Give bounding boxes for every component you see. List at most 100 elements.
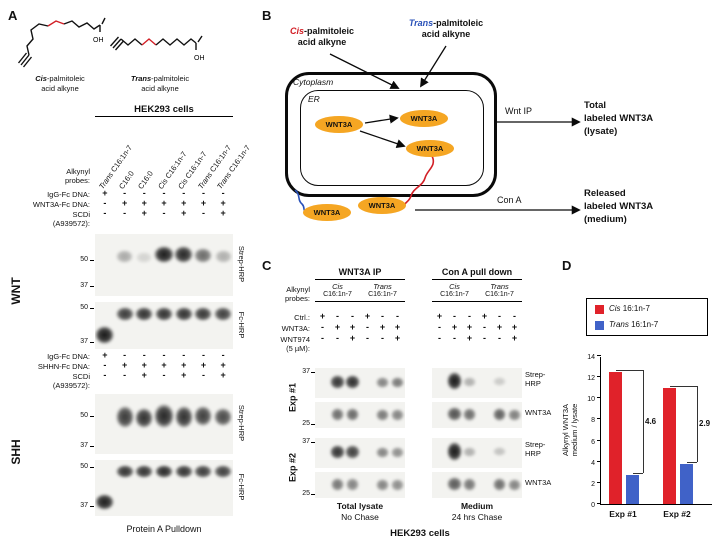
plus-minus-cell: +: [349, 332, 356, 343]
wnt3a-transfer-arrow-1: [364, 114, 399, 124]
blot-band: [330, 408, 345, 421]
strep-hrp-label-exp1: Strep- HRP: [525, 370, 545, 388]
cell-outline: [285, 72, 497, 197]
wnt3a-label-exp1: WNT3A: [525, 408, 552, 417]
plus-minus-cell: -: [468, 310, 471, 321]
blot-band: [214, 307, 233, 321]
ratio-bracket: [643, 369, 644, 474]
y-tick-label: 2: [591, 480, 595, 488]
mw-50: 50: [80, 412, 88, 419]
wnt3a-oval-er-2: WNT3A: [400, 110, 448, 127]
mw-tick: [311, 442, 315, 443]
probe-pre: Cis: [332, 282, 343, 291]
header-underline: [95, 116, 233, 117]
wnt3a-label-exp2: WNT3A: [525, 478, 552, 487]
total-lysate-caption: Total lysate: [336, 501, 384, 511]
plus-minus-cell: -: [366, 321, 369, 332]
trans-line2: acid alkyne: [421, 29, 471, 40]
plus-minus-cell: -: [103, 207, 107, 218]
strep-line2: HRP: [525, 379, 541, 388]
mw-tick: [90, 308, 94, 309]
cis-line2: acid alkyne: [41, 83, 79, 93]
plus-minus-cell: +: [451, 321, 458, 332]
mw-25: 25: [302, 420, 310, 427]
row-label-scdi-line2: (A939572):: [52, 219, 90, 228]
blot-band: [492, 408, 507, 421]
trans-rest: -palmitoleic: [151, 74, 190, 83]
row-label-scdi-shh-line2: (A939572):: [52, 381, 90, 390]
row-label-wnt974: WNT974: [280, 335, 310, 344]
plus-minus-cell: +: [200, 359, 207, 370]
plus-minus-cell: -: [438, 321, 441, 332]
mw-tick: [311, 494, 315, 495]
plus-minus-cell: +: [181, 207, 187, 218]
wnt-fc-blot: [95, 302, 233, 349]
plus-minus-cell: -: [201, 369, 205, 380]
y-axis-label: Alkynyl WNT3A medium / lysate: [560, 388, 580, 472]
blot-band: [194, 465, 213, 478]
plus-minus-cell: -: [201, 349, 205, 360]
panel-a-label: A: [8, 8, 18, 23]
pm-row-wnt974-right: - - + - - +: [432, 333, 522, 343]
mw-37: 37: [80, 442, 88, 449]
plus-minus-cell: +: [220, 207, 226, 218]
row-label-igg-shh: IgG-Fc DNA:: [47, 352, 90, 361]
plus-minus-cell: +: [349, 321, 356, 332]
probe-name: C16:1n-7: [323, 291, 352, 299]
trans-structure-drawing: OH: [110, 35, 205, 62]
row-label-shhnfc: SHHN-Fc DNA:: [37, 362, 90, 371]
trans-word: Trans: [130, 74, 152, 83]
trans-line2: acid alkyne: [141, 83, 179, 93]
plus-minus-cell: +: [511, 332, 518, 343]
plus-minus-cell: -: [498, 332, 501, 343]
blot-band: [194, 307, 213, 321]
plus-minus-cell: -: [201, 207, 205, 218]
blot-band: [136, 252, 153, 263]
wnt3a-oval-secreted-blue: WNT3A: [303, 204, 351, 221]
cis-probe-caption: Cis-palmitoleic acid alkyne: [12, 74, 108, 94]
pm-row-igg-shh: + - - - - - -: [95, 350, 233, 360]
plus-minus-cell: -: [453, 332, 456, 343]
exp2-label: Exp #2: [287, 452, 297, 483]
y-tick-label: 0: [591, 502, 595, 509]
legend-label-cis: Cis 16:1n-7: [609, 305, 650, 313]
plus-minus-cell: -: [123, 207, 127, 218]
ratio-bracket: [697, 385, 698, 462]
mw-50: 50: [80, 256, 88, 263]
no-chase-caption: No Chase: [341, 512, 379, 522]
mw-25: 25: [302, 490, 310, 497]
probe-name: C16:1n-7: [440, 291, 469, 299]
mw-tick: [311, 424, 315, 425]
cis-rest: -palmitoleic: [46, 74, 85, 83]
y-tick-mark: [597, 376, 601, 378]
mw-tick: [90, 506, 94, 507]
y-tick-mark: [597, 418, 601, 420]
plus-minus-cell: -: [336, 310, 339, 321]
plus-minus-cell: +: [121, 359, 128, 370]
blot-band: [447, 477, 462, 491]
plus-minus-cell: +: [220, 359, 226, 370]
cis-word: Cis: [35, 74, 47, 83]
x-label-exp1: Exp #1: [609, 509, 637, 519]
plus-minus-cell: -: [366, 332, 369, 343]
plus-minus-cell: -: [123, 187, 127, 198]
wnt-strep-blot: [95, 234, 233, 296]
row-label-igg: IgG-Fc DNA:: [47, 190, 90, 199]
plus-minus-cell: +: [161, 359, 167, 370]
blot-band: [507, 479, 522, 491]
plus-minus-cell: -: [321, 321, 324, 332]
strep-line2: HRP: [525, 449, 541, 458]
bar-cat1-series0: [663, 387, 676, 504]
blot-band: [492, 478, 507, 491]
plus-minus-cell: -: [201, 187, 205, 198]
y-axis-label-line1: Alkynyl WNT3A: [561, 403, 570, 457]
pm-row-shhnfc: - + + + + + +: [95, 360, 233, 370]
plus-minus-cell: +: [141, 207, 147, 218]
blot-band: [174, 465, 193, 478]
plus-minus-cell: -: [123, 349, 127, 360]
blot-band: [194, 406, 213, 426]
plus-minus-cell: +: [181, 359, 187, 370]
cis-oh-label: OH: [93, 37, 104, 44]
pm-row-igg: + - - - - - -: [95, 188, 233, 198]
blot-band: [493, 447, 506, 456]
